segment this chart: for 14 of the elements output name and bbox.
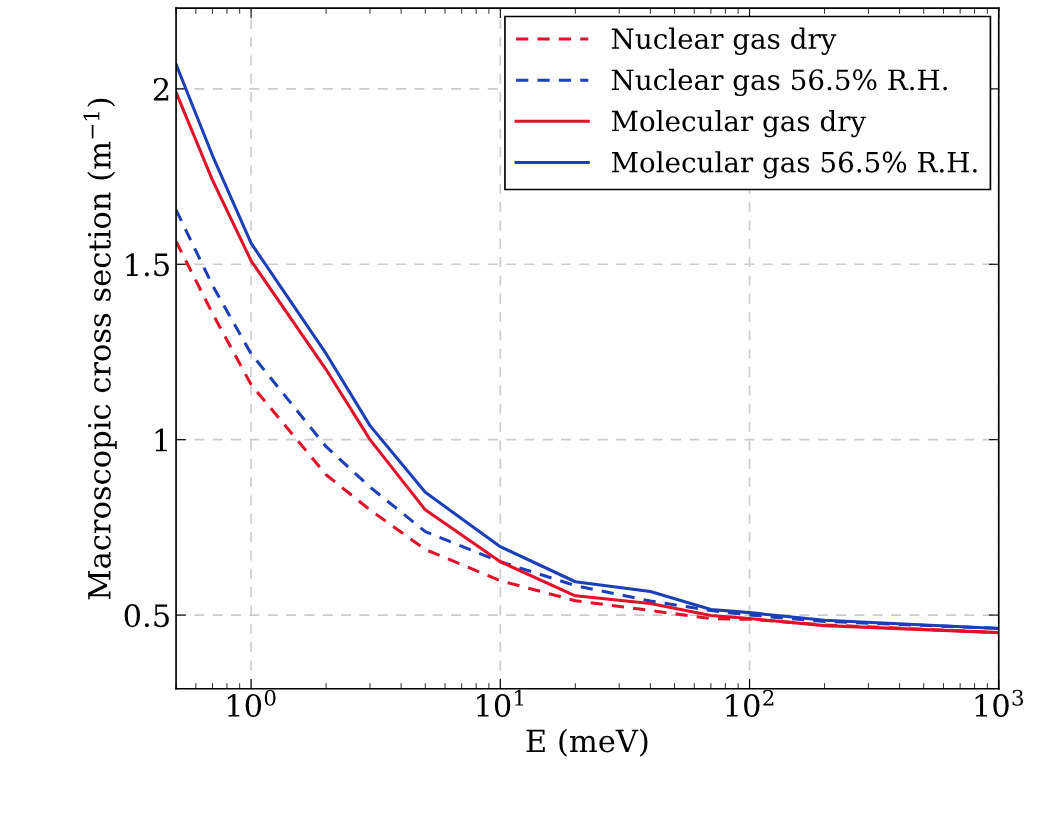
x-tick-label: 10$^{3}$ [975, 689, 1024, 718]
legend-label: Nuclear gas 56.5% R.H. [611, 68, 947, 97]
y-tick-label: 2 [153, 77, 169, 101]
legend-label: Molecular gas 56.5% R.H. [611, 151, 977, 179]
legend-label: Molecular gas dry [611, 109, 867, 138]
y-tick-label: 1.5 [126, 253, 169, 277]
y-tick-label: 0.5 [124, 604, 169, 628]
x-tick-label: 10$^{2}$ [726, 689, 774, 718]
y-axis-title: Macroscopic cross section (m$^{−1}$) [83, 98, 117, 600]
x-axis-title: E (meV) [526, 728, 648, 757]
y-tick-label: 1 [155, 428, 167, 452]
x-tick-label: 10$^{0}$ [227, 689, 276, 718]
legend-label: Nuclear gas dry [611, 27, 837, 55]
x-tick-label: 10$^{1}$ [477, 689, 524, 718]
